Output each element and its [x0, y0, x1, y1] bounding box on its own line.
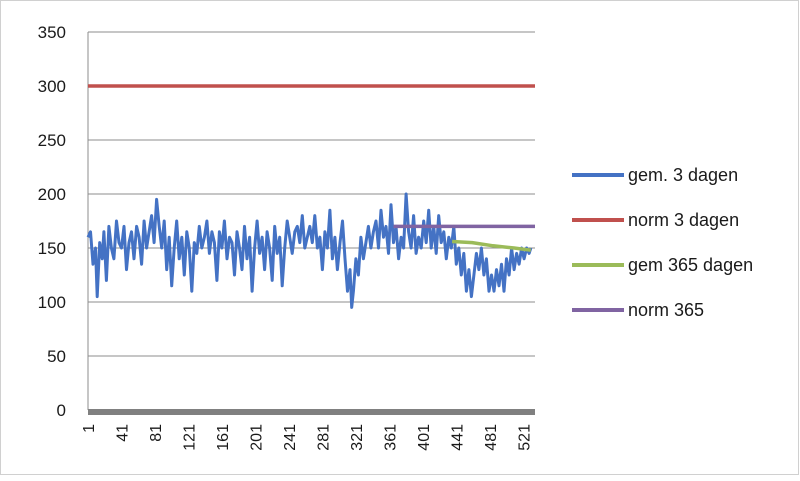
x-tick-label: 441 — [449, 424, 466, 451]
y-tick-labels: 0 50 100 150 200 250 300 350 — [38, 23, 66, 420]
x-tick-label: 521 — [516, 424, 533, 451]
x-tick-label: 481 — [483, 424, 500, 451]
y-tick-label: 0 — [57, 401, 66, 420]
axes — [87, 32, 535, 415]
x-tick-label: 241 — [282, 424, 299, 451]
x-tick-label: 81 — [148, 424, 165, 442]
legend-label-2: gem 365 dagen — [628, 255, 753, 275]
x-tick-labels: 1 41 81 121 161 201 241 281 321 361 401 441 481 521 — [81, 424, 533, 451]
series-lines — [86, 84, 535, 309]
legend: gem. 3 dagen norm 3 dagen gem 365 dagen nor… — [572, 165, 753, 320]
y-tick-label: 100 — [38, 293, 66, 312]
y-tick-label: 300 — [38, 77, 66, 96]
series-line-0 — [86, 192, 533, 309]
x-tick-label: 121 — [181, 424, 198, 451]
y-tick-label: 200 — [38, 185, 66, 204]
y-tick-label: 250 — [38, 131, 66, 150]
legend-label-0: gem. 3 dagen — [628, 165, 738, 185]
y-tick-label: 150 — [38, 239, 66, 258]
x-tick-label: 161 — [215, 424, 232, 451]
legend-label-3: norm 365 — [628, 300, 704, 320]
x-tick-label: 201 — [248, 424, 265, 451]
y-tick-label: 50 — [47, 347, 66, 366]
x-tick-label: 321 — [349, 424, 366, 451]
y-tick-label: 350 — [38, 23, 66, 42]
x-tick-label: 1 — [81, 424, 98, 433]
x-tick-label: 41 — [114, 424, 131, 442]
legend-label-1: norm 3 dagen — [628, 210, 739, 230]
x-tick-label: 401 — [416, 424, 433, 451]
x-tick-label: 281 — [315, 424, 332, 451]
x-tick-label: 361 — [382, 424, 399, 451]
series-line-2 — [452, 239, 532, 252]
